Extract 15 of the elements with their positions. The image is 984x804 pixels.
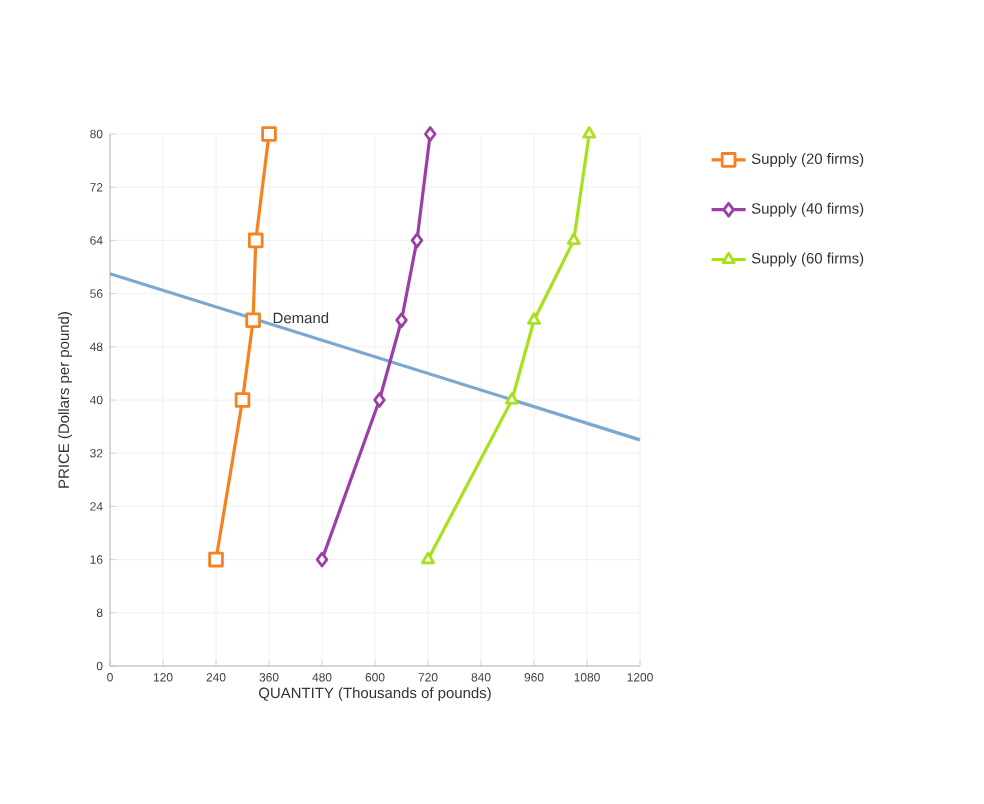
point [504, 392, 519, 405]
point [424, 126, 437, 142]
point [247, 232, 264, 249]
point [373, 392, 386, 408]
point [582, 126, 597, 139]
point [315, 551, 329, 568]
point [410, 232, 424, 249]
point [208, 551, 224, 568]
point [395, 312, 408, 328]
point [527, 312, 541, 325]
point [245, 312, 261, 328]
point [566, 232, 581, 245]
point [261, 126, 277, 142]
point [234, 392, 251, 408]
point [421, 551, 435, 565]
